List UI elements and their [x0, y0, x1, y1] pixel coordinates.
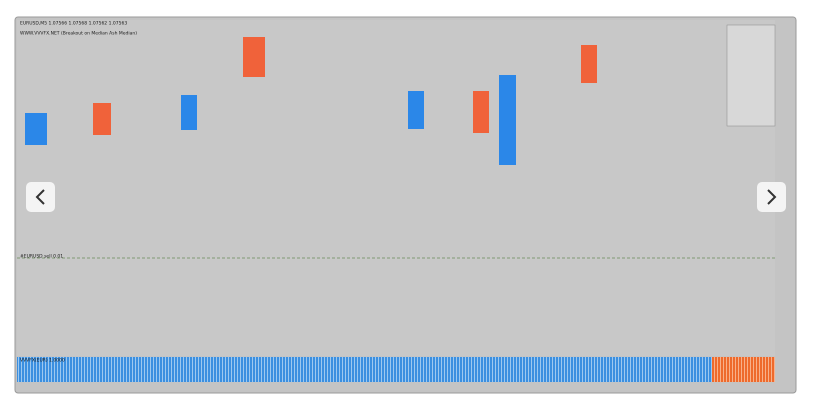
info-panel [726, 24, 776, 127]
prev-icon [35, 189, 45, 205]
sell-zone [93, 103, 111, 135]
carousel-next[interactable] [757, 182, 786, 212]
sell-zone [473, 91, 489, 133]
next-button[interactable] [757, 182, 786, 212]
prev-button[interactable] [26, 182, 55, 212]
indicator-label: VVVFX(EUR) 1.0000 [20, 358, 65, 364]
indicator-bars-sell [712, 357, 775, 382]
indicator-header: WWW.VVVFX.NET (Breakout on Median Ash Me… [20, 31, 137, 37]
panel-box [726, 24, 776, 127]
order-label: #EURUSD sell 0.01 [20, 254, 63, 260]
indicator-bars [17, 357, 775, 382]
sell-zone [243, 37, 265, 77]
sell-zone [581, 45, 597, 83]
buy-zone [25, 113, 47, 145]
buy-zone [499, 75, 516, 165]
plot-area [17, 20, 775, 356]
buy-zone [181, 95, 197, 130]
carousel-prev[interactable] [26, 182, 55, 212]
symbol-header: EURUSD,M5 1.07566 1.07568 1.07562 1.0756… [20, 21, 127, 27]
buy-zone [408, 91, 424, 129]
next-icon [767, 189, 777, 205]
